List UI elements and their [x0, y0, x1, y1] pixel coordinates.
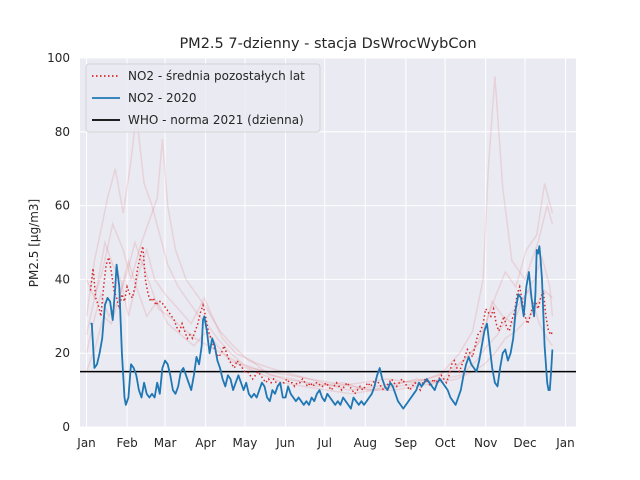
y-tick-label: 80 [55, 125, 70, 139]
y-tick-labels: 0 20 40 60 80 100 [47, 51, 70, 434]
x-tick-label: Feb [116, 436, 137, 450]
series-line-2020 [90, 245, 554, 410]
x-tick-label: Jun [275, 436, 295, 450]
legend-label: NO2 - średnia pozostałych lat [128, 69, 305, 83]
chart-title: PM2.5 7-dzienny - stacja DsWrocWybCon [179, 36, 476, 52]
y-tick-label: 100 [47, 51, 70, 65]
legend-label: WHO - norma 2021 (dzienna) [128, 113, 304, 127]
y-tick-label: 40 [55, 272, 70, 286]
x-tick-label: Sep [395, 436, 418, 450]
legend-label: NO2 - 2020 [128, 91, 197, 105]
x-tick-label: Dec [513, 436, 536, 450]
x-tick-label: Jan [76, 436, 96, 450]
x-tick-label: May [232, 436, 257, 450]
x-tick-label: Mar [154, 436, 177, 450]
x-tick-label: Nov [474, 436, 497, 450]
legend-box [85, 63, 321, 133]
x-tick-label: Oct [435, 436, 456, 450]
x-tick-label: Apr [195, 436, 216, 450]
background-year-line [85, 139, 554, 391]
background-year-line [85, 76, 554, 388]
x-tick-label: Jan [555, 436, 575, 450]
legend: NO2 - średnia pozostałych lat NO2 - 2020 W… [85, 63, 321, 133]
background-year-line [85, 239, 553, 391]
x-tick-labels: Jan Feb Mar Apr May Jun Jul Aug Sep Oct Nov Dec Jan [76, 436, 574, 450]
y-axis-label: PM2.5 [µg/m3] [27, 199, 41, 287]
x-tick-label: Aug [354, 436, 377, 450]
series-line-average [89, 246, 554, 396]
background-year-line [85, 258, 554, 395]
series-lines [89, 245, 554, 410]
x-tick-label: Jul [316, 436, 331, 450]
y-tick-label: 20 [55, 346, 70, 360]
y-tick-label: 0 [62, 420, 70, 434]
y-tick-label: 60 [55, 199, 70, 213]
